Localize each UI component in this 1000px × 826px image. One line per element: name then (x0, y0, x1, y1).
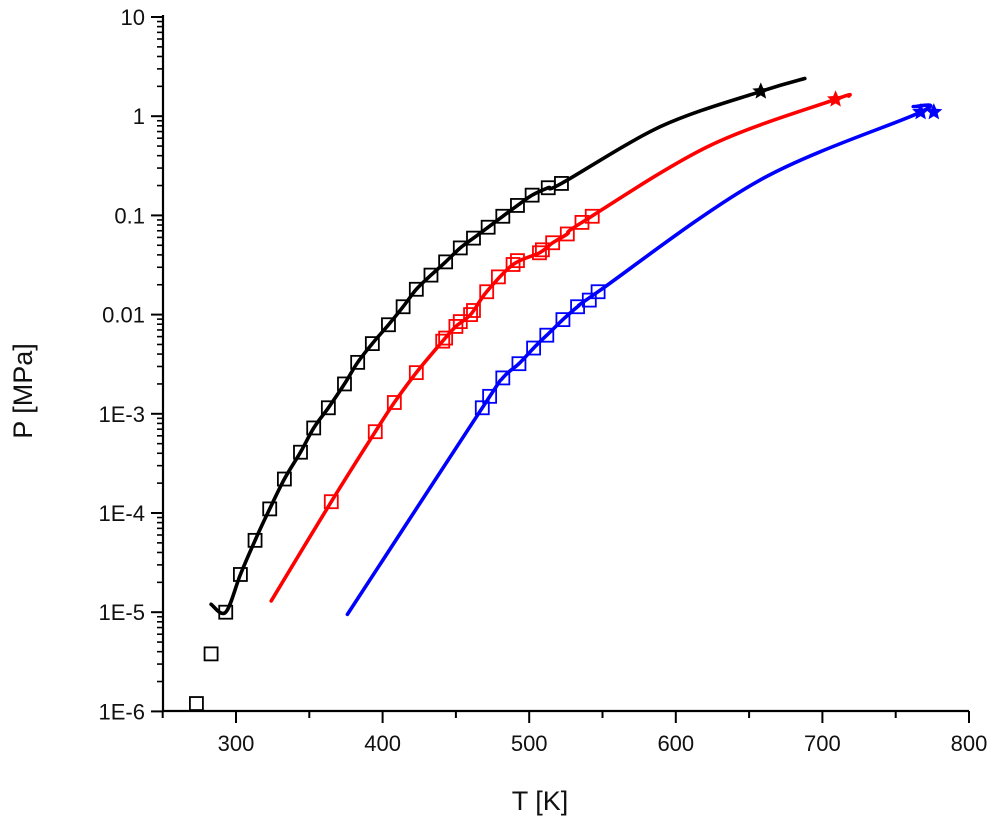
black-data-square (381, 317, 396, 333)
x-tick-label: 800 (951, 731, 988, 756)
y-tick-label: 1E-6 (99, 699, 145, 724)
y-axis-title: P [MPa] (8, 343, 38, 439)
fit-curves (209, 76, 933, 617)
red-data-square (505, 257, 521, 272)
black-data-square (320, 400, 336, 416)
red-data-square (323, 494, 339, 510)
y-tick-label: 1E-3 (99, 402, 145, 427)
blue-data-square (482, 388, 498, 404)
black-data-square (337, 376, 352, 392)
red-data-square (545, 235, 561, 251)
blue-data-square (590, 284, 606, 300)
black-data-square (364, 336, 380, 352)
red-critical-star (827, 90, 845, 107)
red-data-square (510, 253, 525, 269)
y-tick-label: 1E-4 (99, 501, 145, 526)
y-tick-label: 0.01 (102, 303, 145, 328)
blue-data-square (581, 292, 597, 308)
black-data-square (408, 281, 424, 297)
black-data-square (350, 354, 366, 370)
red-data-square (491, 269, 506, 285)
red-data-square (367, 424, 383, 440)
x-tick-label: 400 (364, 731, 401, 756)
red-data-square (479, 284, 495, 300)
blue-fit-curve (345, 103, 933, 617)
black-data-square (395, 299, 411, 315)
x-tick-label: 500 (511, 731, 548, 756)
black-data-square (306, 420, 322, 436)
red-fit-curve (269, 92, 852, 603)
black-data-square (466, 230, 481, 246)
x-tick-label: 600 (657, 731, 694, 756)
red-data-square (559, 226, 575, 242)
black-data-square (276, 471, 292, 487)
red-data-square (532, 245, 547, 261)
blue-data-square (526, 340, 541, 356)
black-data-square (495, 208, 511, 224)
black-data-square (189, 696, 204, 711)
x-tick-label: 300 (218, 731, 255, 756)
black-data-square (524, 187, 540, 203)
black-critical-star (752, 82, 770, 99)
data-markers (189, 176, 606, 711)
black-data-square (232, 567, 248, 582)
red-data-square (408, 365, 424, 381)
y-tick-label: 0.1 (114, 203, 145, 228)
y-tick-label: 1E-5 (99, 600, 145, 625)
x-axis-title: T [K] (512, 786, 569, 816)
black-data-square (554, 176, 569, 191)
x-tick-label: 700 (804, 731, 841, 756)
red-data-square (448, 319, 464, 334)
y-tick-label: 1 (133, 104, 145, 129)
blue-critical-star-2 (925, 103, 943, 120)
red-data-square (584, 208, 600, 224)
blue-critical-star (912, 103, 930, 120)
red-data-square (466, 303, 481, 318)
black-data-square (218, 604, 234, 620)
black-data-square (510, 198, 525, 213)
critical-point-stars (752, 82, 943, 120)
black-data-square (247, 532, 263, 548)
axes: 300 400 500 600 700 800 10 1 0.1 0.01 1E-3 1E-4 1E-5… (99, 5, 988, 756)
black-data-square (452, 240, 468, 256)
black-data-square (293, 444, 308, 460)
black-data-square (423, 267, 439, 283)
blue-data-square (511, 356, 527, 372)
black-fit-curve (209, 76, 807, 616)
blue-data-square (495, 370, 511, 386)
red-data-square (435, 333, 451, 349)
y-tick-label: 10 (121, 5, 145, 30)
black-data-square (262, 501, 278, 517)
black-data-square (203, 646, 219, 662)
red-data-square (386, 395, 402, 410)
blue-data-square (539, 327, 555, 343)
blue-data-square (555, 312, 571, 328)
red-data-square (438, 330, 454, 346)
black-data-square (480, 219, 496, 235)
red-data-square (463, 307, 478, 323)
black-data-square (438, 254, 454, 270)
